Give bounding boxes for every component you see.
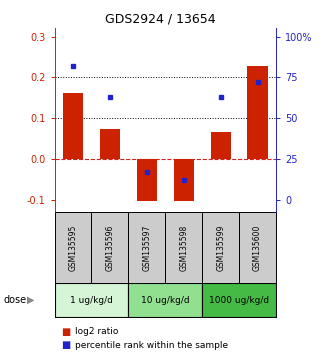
Text: ■: ■ — [61, 340, 70, 350]
Bar — [91, 212, 128, 283]
Bar — [247, 66, 268, 159]
Text: dose: dose — [3, 295, 26, 305]
Bar — [174, 159, 194, 201]
Text: GDS2924 / 13654: GDS2924 / 13654 — [105, 12, 216, 25]
Text: GSM135598: GSM135598 — [179, 225, 188, 271]
Bar — [55, 283, 128, 317]
Text: log2 ratio: log2 ratio — [75, 327, 119, 336]
Bar — [165, 212, 202, 283]
Text: 1000 ug/kg/d: 1000 ug/kg/d — [209, 296, 269, 304]
Bar — [100, 129, 120, 159]
Text: 1 ug/kg/d: 1 ug/kg/d — [70, 296, 113, 304]
Bar — [137, 159, 157, 201]
Text: GSM135600: GSM135600 — [253, 224, 262, 271]
Bar — [128, 283, 202, 317]
Bar — [202, 283, 276, 317]
Text: GSM135595: GSM135595 — [68, 224, 78, 271]
Bar — [211, 132, 231, 159]
Text: ■: ■ — [61, 327, 70, 337]
Text: GSM135597: GSM135597 — [142, 224, 152, 271]
Bar — [202, 212, 239, 283]
Text: 10 ug/kg/d: 10 ug/kg/d — [141, 296, 190, 304]
Bar — [55, 212, 91, 283]
Bar — [128, 212, 165, 283]
Bar — [63, 92, 83, 159]
Text: GSM135599: GSM135599 — [216, 224, 225, 271]
Text: percentile rank within the sample: percentile rank within the sample — [75, 341, 229, 350]
Text: ▶: ▶ — [27, 295, 35, 305]
Text: GSM135596: GSM135596 — [105, 224, 115, 271]
Bar — [239, 212, 276, 283]
